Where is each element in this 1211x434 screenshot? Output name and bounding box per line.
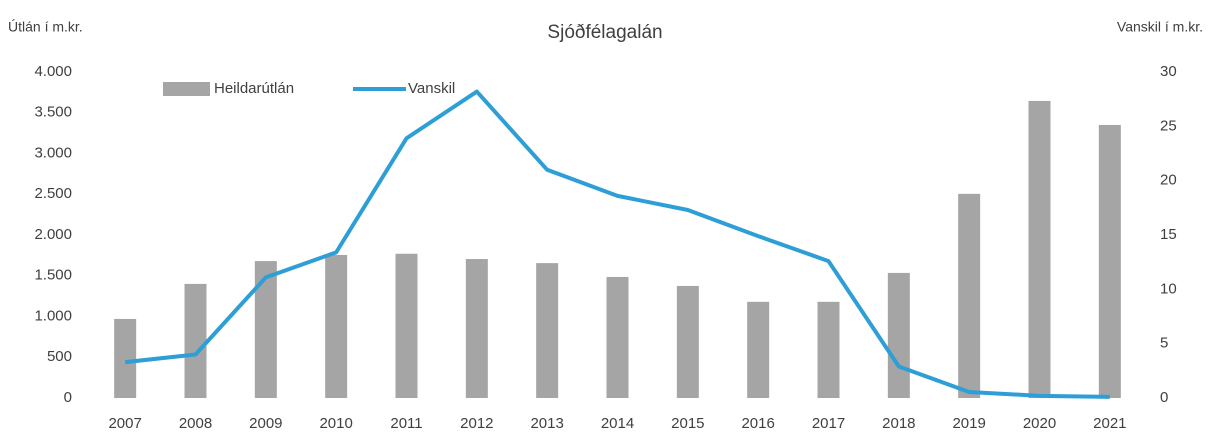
bar — [747, 301, 770, 398]
y2-tick-label: 25 — [1160, 117, 1177, 134]
x-tick-label: 2020 — [1023, 415, 1056, 432]
legend-swatch — [163, 82, 210, 96]
bar — [184, 283, 207, 398]
bar — [395, 253, 418, 398]
line — [124, 89, 1110, 399]
bar — [676, 285, 699, 398]
bar — [1028, 100, 1051, 399]
bar — [465, 259, 488, 398]
bar — [254, 261, 277, 398]
x-tick-label: 2012 — [460, 415, 493, 432]
x-tick-label: 2011 — [390, 415, 422, 432]
x-tick-label: 2016 — [741, 415, 774, 432]
x-tick-label: 2015 — [671, 415, 704, 432]
y-tick-label: 0 — [64, 389, 72, 406]
x-tick-label: 2014 — [601, 415, 634, 432]
y-axis-label: Útlán í m.kr. — [8, 19, 83, 35]
x-tick-label: 2007 — [108, 415, 141, 432]
y-tick-label: 3.500 — [34, 104, 72, 121]
y-tick-label: 2.000 — [34, 226, 72, 243]
y-tick-label: 1.500 — [34, 267, 72, 284]
y2-tick-label: 0 — [1160, 389, 1168, 406]
y-tick-label: 2.500 — [34, 185, 72, 202]
y2-tick-label: 5 — [1160, 335, 1168, 352]
x-tick-label: 2010 — [319, 415, 352, 432]
y-tick-label: 1.000 — [34, 307, 72, 324]
y2-tick-label: 30 — [1160, 63, 1177, 80]
legend-label: Vanskil — [408, 80, 455, 97]
legend-label: Heildarútlán — [214, 80, 294, 97]
y-tick-label: 4.000 — [34, 63, 72, 80]
bar — [817, 301, 840, 398]
x-tick-label: 2013 — [530, 415, 563, 432]
y2-tick-label: 20 — [1160, 172, 1177, 189]
y2-axis-label: Vanskil í m.kr. — [1117, 19, 1203, 35]
x-tick-label: 2019 — [952, 415, 985, 432]
bar — [606, 276, 629, 398]
y2-tick-label: 15 — [1160, 226, 1177, 243]
x-tick-label: 2009 — [249, 415, 282, 432]
bar — [887, 272, 910, 398]
bar — [536, 263, 559, 398]
x-tick-label: 2008 — [179, 415, 212, 432]
x-tick-label: 2017 — [812, 415, 845, 432]
bar — [325, 254, 348, 398]
bar — [1098, 124, 1121, 398]
y2-tick-label: 10 — [1160, 280, 1177, 297]
bar — [958, 193, 981, 398]
y-tick-label: 3.000 — [34, 144, 72, 161]
y-tick-label: 500 — [47, 348, 72, 365]
bar — [114, 318, 137, 398]
x-tick-label: 2021 — [1093, 415, 1126, 432]
x-tick-label: 2018 — [882, 415, 915, 432]
chart-title: Sjóðfélagalán — [547, 22, 662, 43]
